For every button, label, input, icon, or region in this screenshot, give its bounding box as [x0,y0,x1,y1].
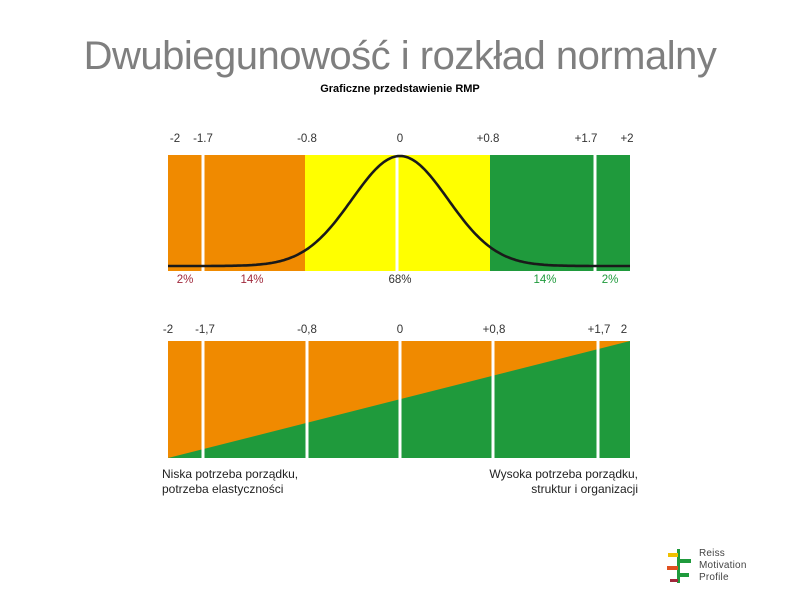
diagram-subtitle: Graficzne przedstawienie RMP [320,83,480,95]
tick-label: +0,8 [483,324,506,336]
logo-line: Motivation [699,560,747,571]
bottom-chart: -2 -1,7 -0,8 0 +0,8 +1,7 2 [163,324,630,458]
caption-line: potrzeba elastyczności [162,482,284,496]
logo-text: Reiss Motivation Profile [699,548,747,584]
logo-line: Reiss [699,548,726,559]
page-title: Dwubiegunowość i rozkład normalny [83,34,717,78]
tick-label: -2 [163,324,173,336]
normal-distribution-curve [168,154,630,268]
caption-line: Niska potrzeba porządku, [162,467,299,481]
reiss-motivation-profile-logo: Reiss Motivation Profile [664,545,784,585]
tick-label: +2 [620,133,633,145]
tick-label: 2 [621,324,627,336]
signpost-icon [667,549,691,583]
tick-label: -1.7 [193,133,213,145]
zone-low-orange [168,155,305,271]
tick-label: 0 [397,133,403,145]
percentage-label: 68% [388,274,411,286]
tick-label: -1,7 [195,324,215,336]
percentage-label: 14% [240,274,263,286]
top-chart: -2 -1.7 -0.8 0 +0.8 +1.7 +2 2% 14% 68% 1… [168,133,634,286]
caption-low-need: Niska potrzeba porządku, potrzeba elasty… [162,467,298,497]
tick-label: +1.7 [575,133,598,145]
percentage-label: 2% [177,274,194,286]
zone-high-green [490,155,630,271]
caption-line: Wysoka potrzeba porządku, [489,467,638,481]
tick-label: -0,8 [297,324,317,336]
tick-label: -0.8 [297,133,317,145]
percentage-label: 14% [533,274,556,286]
tick-label: 0 [397,324,403,336]
tick-label: +1,7 [588,324,611,336]
caption-line: struktur i organizacji [531,482,638,496]
caption-high-need: Wysoka potrzeba porządku, struktur i org… [489,467,638,497]
logo-line: Profile [699,572,729,583]
tick-label: +0.8 [477,133,500,145]
tick-label: -2 [170,133,180,145]
percentage-label: 2% [602,274,619,286]
